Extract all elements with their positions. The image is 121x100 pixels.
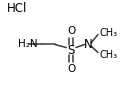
Text: CH₃: CH₃ — [100, 50, 118, 60]
Text: CH₃: CH₃ — [100, 28, 118, 38]
Text: O: O — [67, 64, 75, 74]
Text: H₂N: H₂N — [18, 40, 38, 50]
Text: S: S — [67, 44, 75, 56]
Text: HCl: HCl — [7, 2, 27, 16]
Text: N: N — [83, 38, 92, 51]
Text: O: O — [67, 26, 75, 36]
